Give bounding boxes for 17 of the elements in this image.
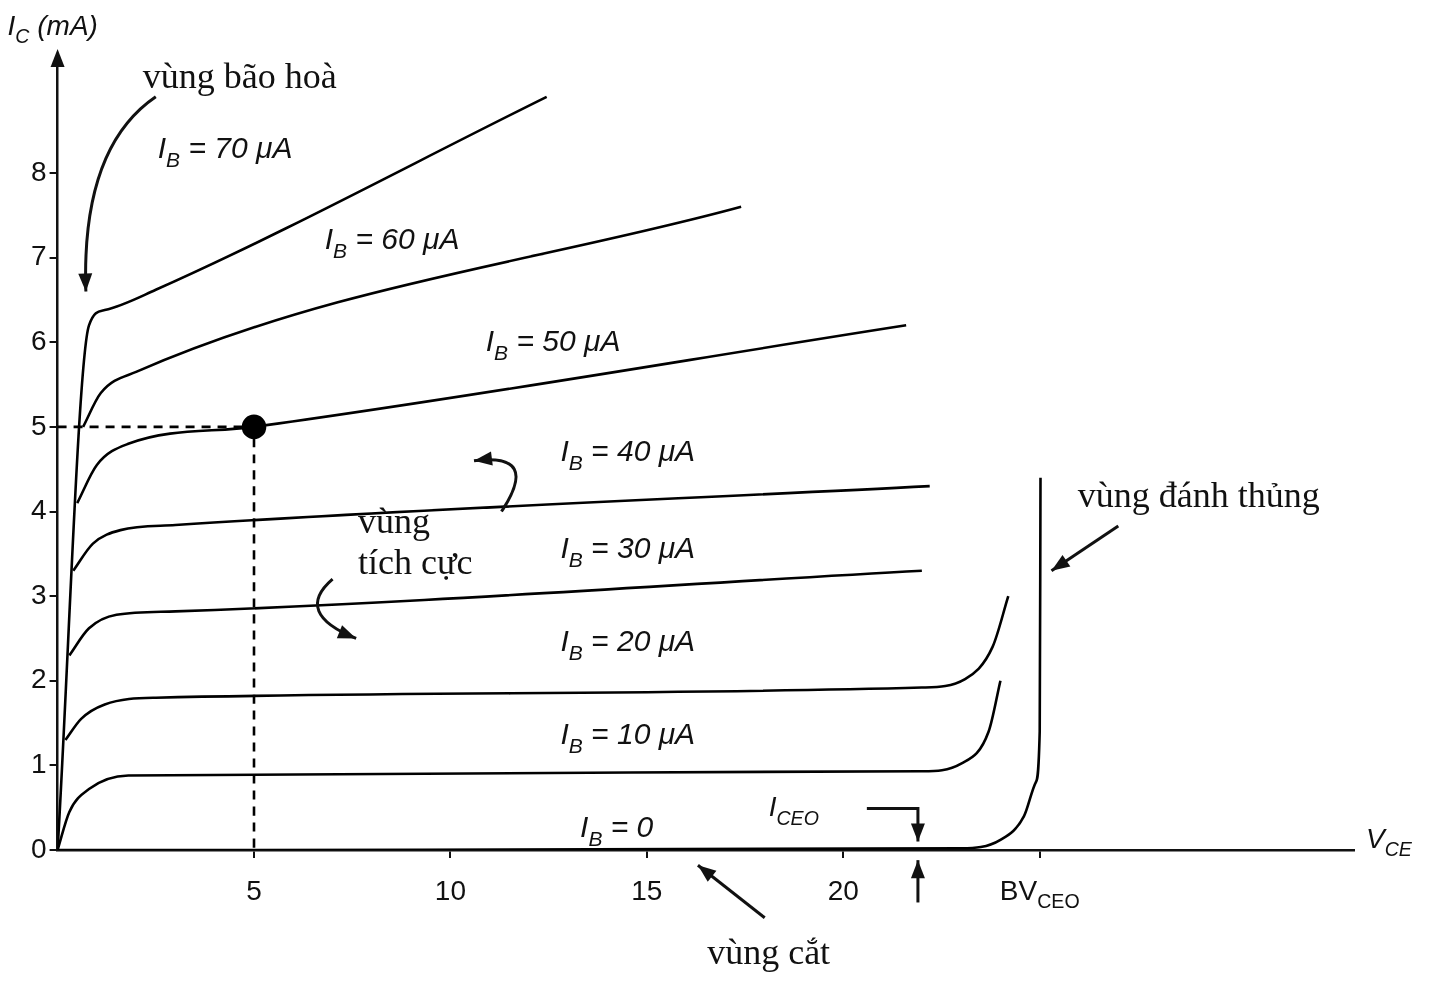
x-tick-label: 15 <box>631 875 663 906</box>
annotation: vùng tích cực <box>358 500 473 583</box>
y-tick-label: 8 <box>30 155 47 187</box>
x-tick-label: 5 <box>246 875 262 906</box>
y-tick-label: 0 <box>30 832 47 864</box>
y-tick-label: 7 <box>30 240 47 272</box>
y-tick-label: 3 <box>30 578 47 610</box>
y-tick-label: 5 <box>30 409 47 441</box>
x-tick-label: 20 <box>827 875 859 906</box>
y-tick-label: 4 <box>30 494 47 526</box>
x-tick-label: 10 <box>434 875 467 906</box>
annotation: vùng đánh thủng <box>1077 475 1320 516</box>
y-tick-label: 1 <box>30 748 47 780</box>
text: vùng cắt <box>707 932 831 973</box>
annotation: vùng bão hoà <box>142 56 337 97</box>
y-tick-label: 2 <box>30 663 47 695</box>
y-tick-label: 6 <box>30 324 47 356</box>
